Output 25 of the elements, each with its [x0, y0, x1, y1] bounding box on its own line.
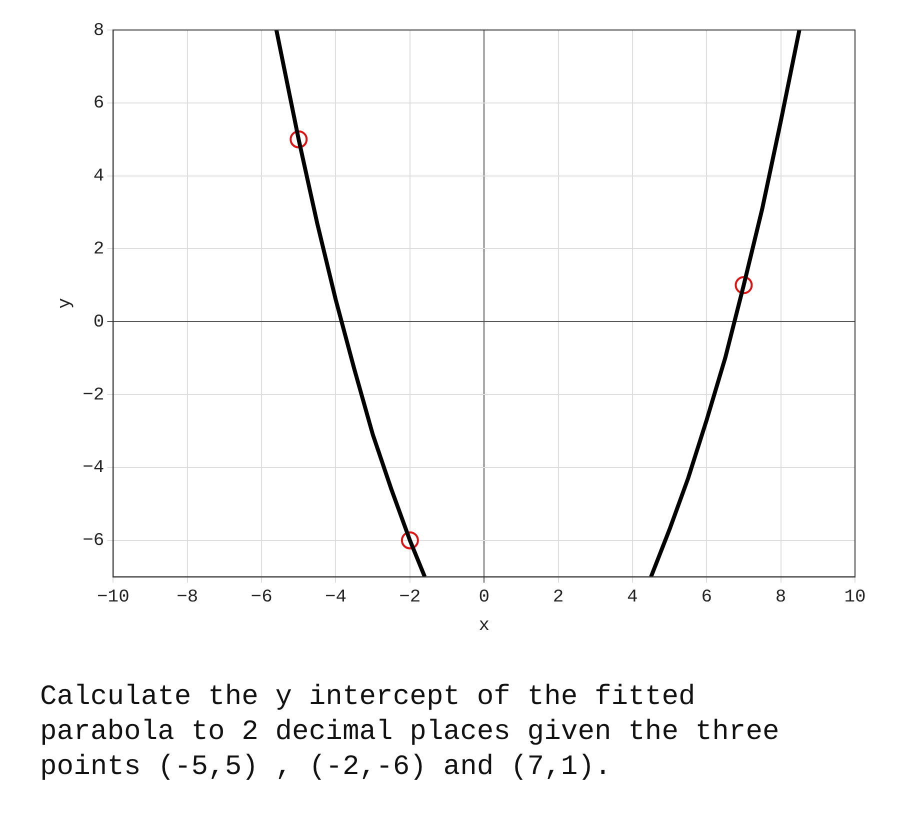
x-tick-label: −8: [176, 587, 198, 608]
text: Calculate the y intercept of the fitted parabola to 2 decimal places given the three points (-5,5) , (-2,-6) and (7,1).: [40, 681, 780, 785]
x-tick-label: −4: [324, 587, 347, 608]
point: [400, 531, 419, 550]
y-tick-label: −2: [82, 385, 104, 406]
x-tick-label: 6: [701, 587, 712, 608]
x-tick-label: −10: [97, 587, 130, 608]
x-axis-title: x: [478, 616, 490, 636]
x-tick-label: −2: [399, 587, 421, 608]
x-tick-label: 2: [552, 587, 564, 608]
y-tick-label: 6: [93, 94, 104, 114]
y-axis-title: y: [56, 298, 76, 309]
y-tick-label: 8: [93, 20, 104, 41]
point: [290, 130, 308, 148]
x-tick-label: 4: [627, 587, 638, 608]
x-tick-label: 8: [775, 587, 786, 608]
x-tick-label: −6: [250, 587, 272, 608]
y-tick-label: 2: [93, 239, 104, 260]
point: [734, 276, 753, 294]
y-tick-label: −6: [82, 531, 104, 552]
y-tick-label: −4: [82, 458, 104, 478]
x-tick-label: 10: [844, 587, 866, 608]
y-tick-label: 4: [93, 166, 104, 187]
x-tick-label: 0: [478, 587, 490, 608]
y-tick-label: 0: [93, 312, 104, 332]
